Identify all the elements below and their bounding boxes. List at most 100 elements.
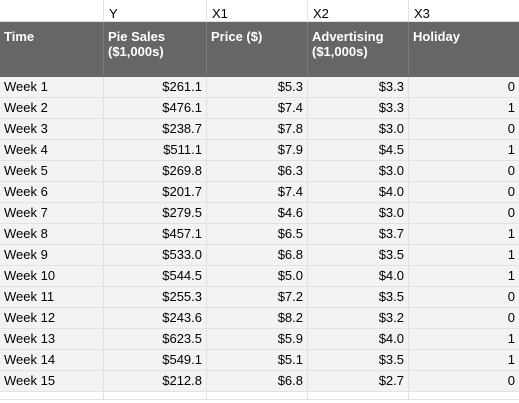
time-cell[interactable]: Week 5 — [0, 161, 104, 182]
time-cell[interactable]: Week 4 — [0, 140, 104, 161]
pie-sales-cell[interactable]: $549.1 — [104, 350, 207, 371]
holiday-cell[interactable]: 1 — [409, 329, 519, 350]
price-cell[interactable]: $6.5 — [207, 224, 308, 245]
table-row: Week 9 $533.0 $6.8 $3.5 1 — [0, 245, 519, 266]
table-row: Week 11 $255.3 $7.2 $3.5 0 — [0, 287, 519, 308]
time-cell[interactable]: Week 10 — [0, 266, 104, 287]
price-cell[interactable]: $5.1 — [207, 350, 308, 371]
holiday-cell[interactable]: 0 — [409, 371, 519, 392]
advertising-cell[interactable]: $4.0 — [308, 329, 409, 350]
advertising-cell[interactable]: $3.3 — [308, 77, 409, 98]
data-rows: Week 1 $261.1 $5.3 $3.3 0 Week 2 $476.1 $7.4 $3.… — [0, 77, 519, 392]
time-cell[interactable]: Week 13 — [0, 329, 104, 350]
var-label-cell[interactable]: Y — [104, 0, 207, 22]
pie-sales-cell[interactable]: $269.8 — [104, 161, 207, 182]
time-cell[interactable]: Week 6 — [0, 182, 104, 203]
holiday-cell[interactable]: 0 — [409, 203, 519, 224]
time-cell[interactable]: Week 14 — [0, 350, 104, 371]
empty-cell[interactable] — [308, 392, 409, 400]
time-cell[interactable]: Week 9 — [0, 245, 104, 266]
time-cell[interactable]: Week 1 — [0, 77, 104, 98]
advertising-cell[interactable]: $3.0 — [308, 203, 409, 224]
table-row: Week 7 $279.5 $4.6 $3.0 0 — [0, 203, 519, 224]
table-row: Week 4 $511.1 $7.9 $4.5 1 — [0, 140, 519, 161]
price-cell[interactable]: $7.2 — [207, 287, 308, 308]
price-cell[interactable]: $5.9 — [207, 329, 308, 350]
advertising-cell[interactable]: $4.0 — [308, 266, 409, 287]
price-cell[interactable]: $7.8 — [207, 119, 308, 140]
price-cell[interactable]: $5.3 — [207, 77, 308, 98]
pie-sales-cell[interactable]: $533.0 — [104, 245, 207, 266]
advertising-cell[interactable]: $2.7 — [308, 371, 409, 392]
pie-sales-cell[interactable]: $261.1 — [104, 77, 207, 98]
holiday-cell[interactable]: 0 — [409, 161, 519, 182]
advertising-cell[interactable]: $3.0 — [308, 119, 409, 140]
price-cell[interactable]: $6.3 — [207, 161, 308, 182]
header-cell-price[interactable]: Price ($) — [207, 22, 308, 77]
header-cell-advertising[interactable]: Advertising ($1,000s) — [308, 22, 409, 77]
pie-sales-cell[interactable]: $243.6 — [104, 308, 207, 329]
holiday-cell[interactable]: 0 — [409, 308, 519, 329]
pie-sales-cell[interactable]: $212.8 — [104, 371, 207, 392]
advertising-cell[interactable]: $3.5 — [308, 287, 409, 308]
price-cell[interactable]: $4.6 — [207, 203, 308, 224]
var-label-cell[interactable]: X3 — [409, 0, 519, 22]
pie-sales-cell[interactable]: $511.1 — [104, 140, 207, 161]
table-row: Week 10 $544.5 $5.0 $4.0 1 — [0, 266, 519, 287]
holiday-cell[interactable]: 0 — [409, 287, 519, 308]
pie-sales-cell[interactable]: $255.3 — [104, 287, 207, 308]
table-row: Week 12 $243.6 $8.2 $3.2 0 — [0, 308, 519, 329]
pie-sales-cell[interactable]: $279.5 — [104, 203, 207, 224]
advertising-cell[interactable]: $3.7 — [308, 224, 409, 245]
holiday-cell[interactable]: 0 — [409, 77, 519, 98]
holiday-cell[interactable]: 1 — [409, 224, 519, 245]
time-cell[interactable]: Week 7 — [0, 203, 104, 224]
price-cell[interactable]: $6.8 — [207, 371, 308, 392]
header-cell-time[interactable]: Time — [0, 22, 104, 77]
holiday-cell[interactable]: 1 — [409, 350, 519, 371]
header-cell-holiday[interactable]: Holiday — [409, 22, 519, 77]
pie-sales-cell[interactable]: $544.5 — [104, 266, 207, 287]
pie-sales-cell[interactable]: $238.7 — [104, 119, 207, 140]
price-cell[interactable]: $6.8 — [207, 245, 308, 266]
advertising-cell[interactable]: $3.5 — [308, 245, 409, 266]
empty-cell[interactable] — [207, 392, 308, 400]
holiday-cell[interactable]: 0 — [409, 182, 519, 203]
price-cell[interactable]: $8.2 — [207, 308, 308, 329]
holiday-cell[interactable]: 1 — [409, 140, 519, 161]
var-label-cell[interactable] — [0, 0, 104, 22]
advertising-cell[interactable]: $3.3 — [308, 98, 409, 119]
pie-sales-cell[interactable]: $476.1 — [104, 98, 207, 119]
pie-sales-cell[interactable]: $623.5 — [104, 329, 207, 350]
var-label-cell[interactable]: X1 — [207, 0, 308, 22]
price-cell[interactable]: $7.4 — [207, 98, 308, 119]
var-label-cell[interactable]: X2 — [308, 0, 409, 22]
price-cell[interactable]: $5.0 — [207, 266, 308, 287]
time-cell[interactable]: Week 15 — [0, 371, 104, 392]
time-cell[interactable]: Week 8 — [0, 224, 104, 245]
time-cell[interactable]: Week 12 — [0, 308, 104, 329]
price-cell[interactable]: $7.9 — [207, 140, 308, 161]
table-row: Week 14 $549.1 $5.1 $3.5 1 — [0, 350, 519, 371]
price-cell[interactable]: $7.4 — [207, 182, 308, 203]
holiday-cell[interactable]: 1 — [409, 98, 519, 119]
advertising-cell[interactable]: $4.5 — [308, 140, 409, 161]
time-cell[interactable]: Week 2 — [0, 98, 104, 119]
advertising-cell[interactable]: $3.2 — [308, 308, 409, 329]
table-row: Week 1 $261.1 $5.3 $3.3 0 — [0, 77, 519, 98]
advertising-cell[interactable]: $3.0 — [308, 161, 409, 182]
empty-cell[interactable] — [409, 392, 519, 400]
pie-sales-cell[interactable]: $201.7 — [104, 182, 207, 203]
advertising-cell[interactable]: $4.0 — [308, 182, 409, 203]
holiday-cell[interactable]: 1 — [409, 245, 519, 266]
empty-cell[interactable] — [0, 392, 104, 400]
pie-sales-cell[interactable]: $457.1 — [104, 224, 207, 245]
header-cell-pie-sales[interactable]: Pie Sales ($1,000s) — [104, 22, 207, 77]
holiday-cell[interactable]: 1 — [409, 266, 519, 287]
advertising-cell[interactable]: $3.5 — [308, 350, 409, 371]
time-cell[interactable]: Week 11 — [0, 287, 104, 308]
empty-cell[interactable] — [104, 392, 207, 400]
holiday-cell[interactable]: 0 — [409, 119, 519, 140]
time-cell[interactable]: Week 3 — [0, 119, 104, 140]
